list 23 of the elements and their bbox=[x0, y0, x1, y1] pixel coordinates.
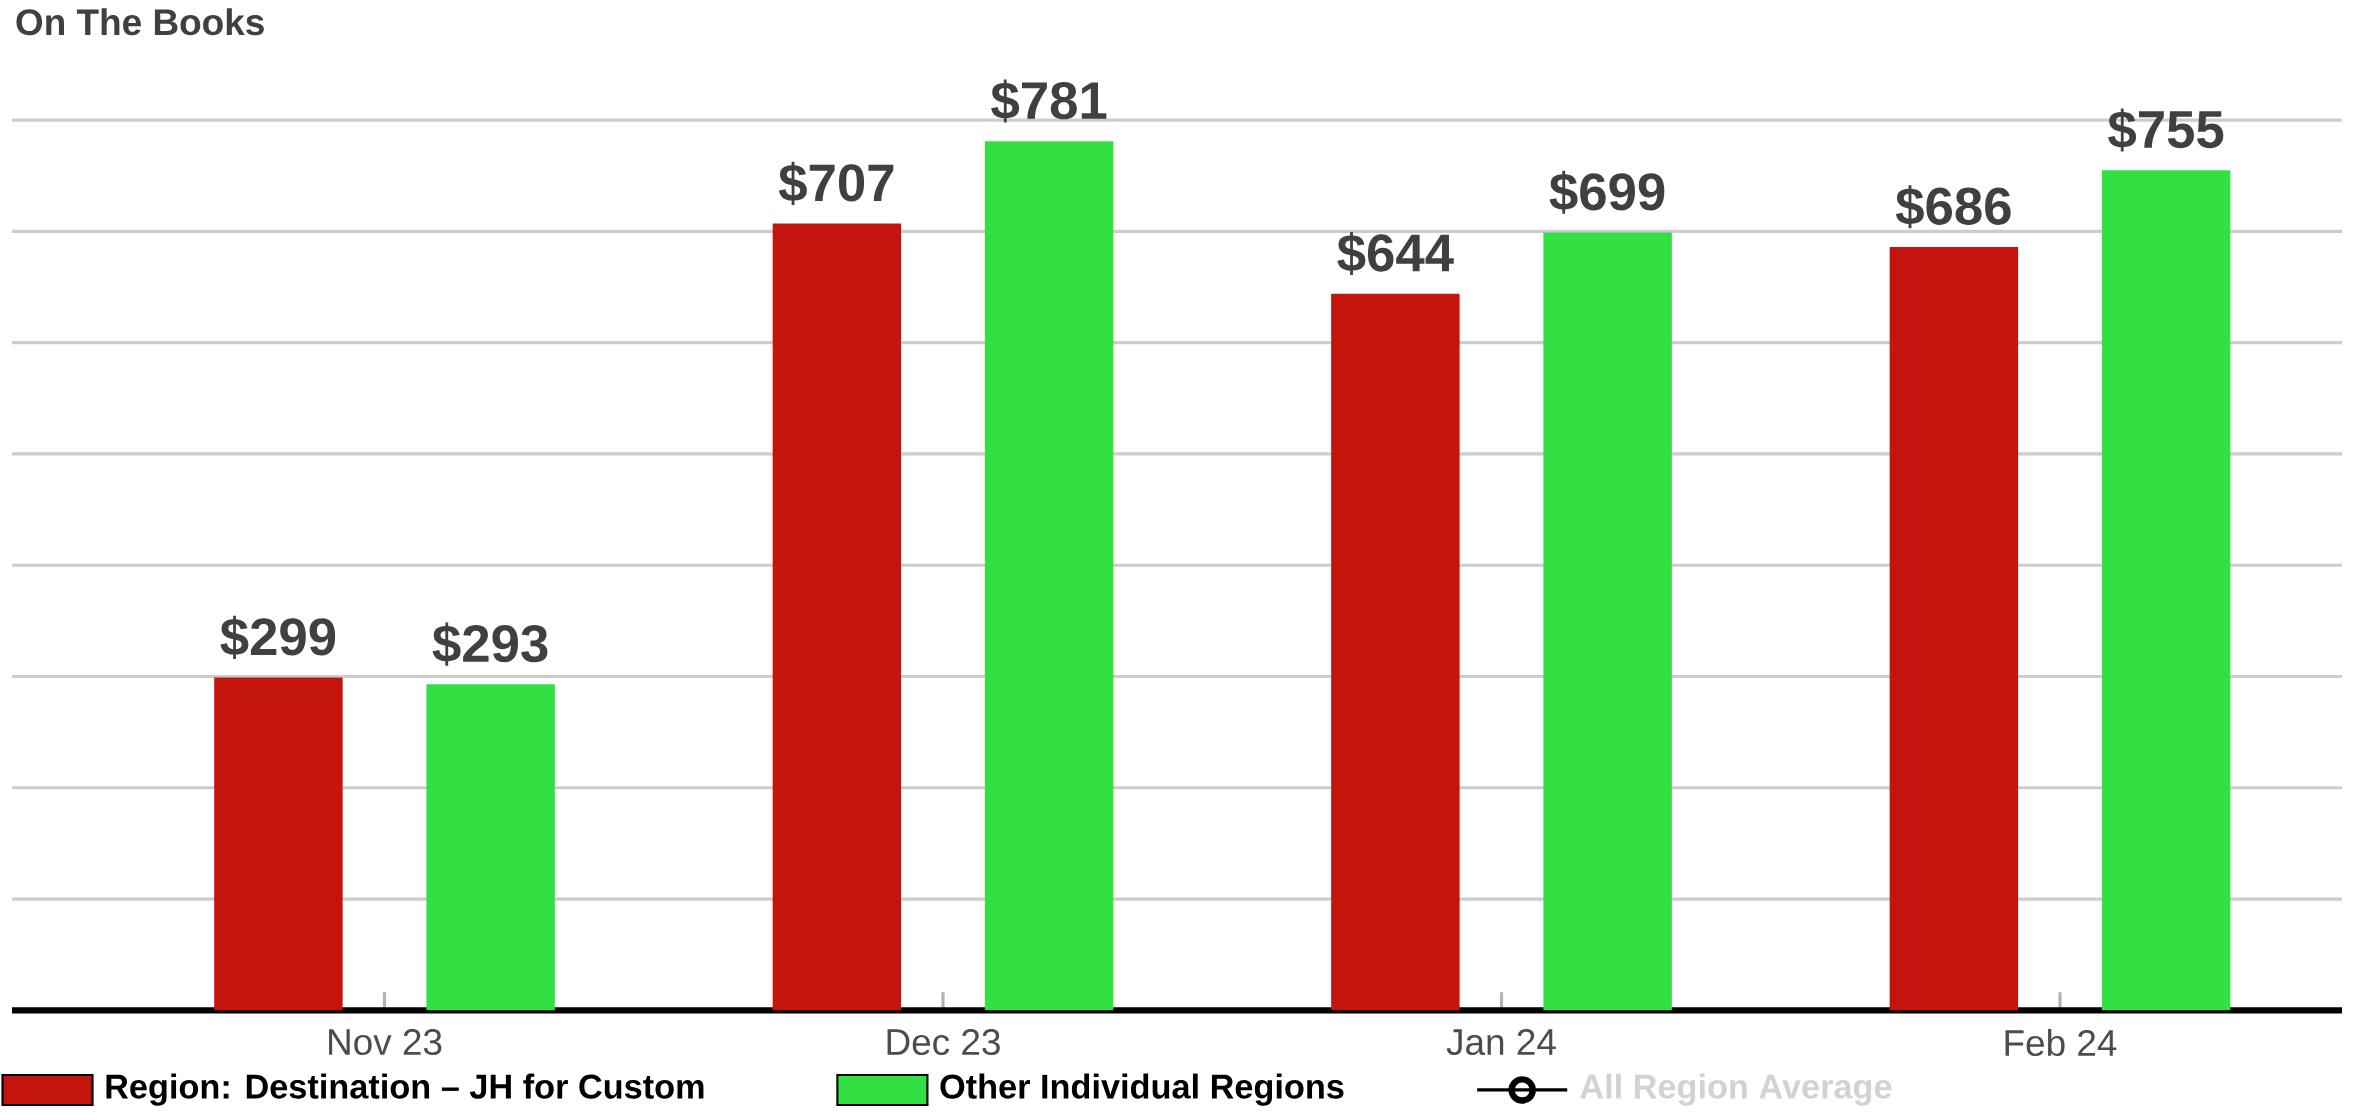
bar bbox=[1889, 247, 2019, 1011]
x-tick-label: Nov 23 bbox=[329, 1029, 442, 1056]
bar bbox=[772, 223, 902, 1011]
bar bbox=[1331, 293, 1460, 1011]
chart-title: On The Books bbox=[16, 8, 264, 36]
data-label: $781 bbox=[991, 79, 1107, 123]
data-label: $755 bbox=[2108, 108, 2224, 152]
data-label: $699 bbox=[1549, 170, 1665, 214]
bar bbox=[426, 684, 555, 1011]
x-tick-label: Jan 24 bbox=[1446, 1029, 1556, 1056]
data-label: $707 bbox=[778, 161, 894, 205]
data-label: $293 bbox=[432, 622, 548, 666]
legend-label: Other Individual Regions bbox=[940, 1073, 1344, 1106]
x-tick-label: Dec 23 bbox=[887, 1029, 1000, 1056]
data-label: $299 bbox=[220, 615, 336, 659]
bar bbox=[2101, 170, 2231, 1011]
legend-label: Region: Destination – JH for Custom bbox=[106, 1073, 704, 1106]
bar bbox=[984, 141, 1114, 1011]
bar bbox=[1543, 232, 1672, 1011]
data-label: $644 bbox=[1337, 231, 1454, 276]
bar bbox=[214, 677, 343, 1011]
data-label: $686 bbox=[1895, 185, 2011, 229]
x-tick-label: Feb 24 bbox=[2005, 1029, 2117, 1057]
